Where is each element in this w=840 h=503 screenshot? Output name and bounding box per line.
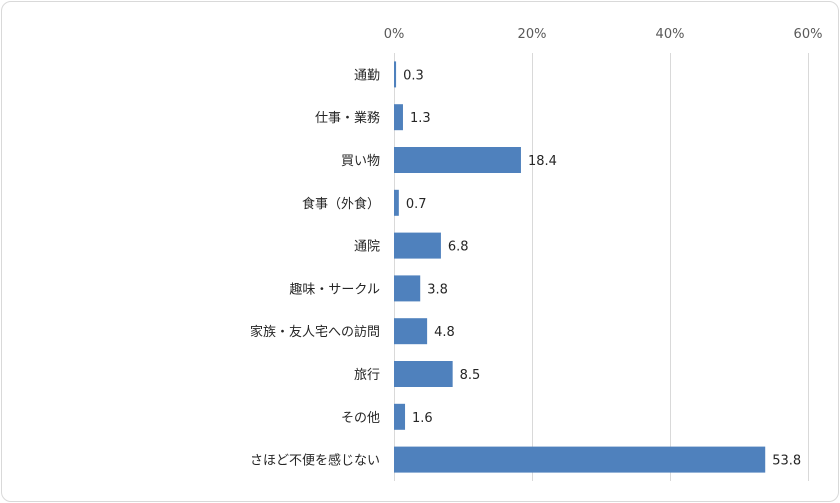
x-tick-label: 60% — [794, 27, 823, 42]
data-label: 1.3 — [410, 111, 431, 126]
category-label: 家族・友人宅への訪問 — [250, 324, 380, 340]
category-label: 通院 — [354, 240, 380, 255]
bars — [394, 61, 766, 473]
category-label: その他 — [341, 411, 380, 426]
category-label: 趣味・サークル — [289, 282, 380, 297]
bar — [394, 403, 406, 430]
bar — [394, 104, 403, 131]
data-label: 3.8 — [427, 282, 448, 297]
data-label: 8.5 — [460, 368, 481, 383]
data-label: 4.8 — [434, 325, 455, 340]
category-label: 旅行 — [354, 368, 380, 383]
category-label: 仕事・業務 — [315, 110, 380, 126]
gridlines — [394, 53, 809, 481]
data-label: 6.8 — [448, 240, 469, 255]
data-label: 1.6 — [412, 411, 433, 426]
category-label: さほど不便を感じない — [250, 453, 380, 469]
data-label: 0.3 — [403, 68, 424, 83]
x-axis-tick-labels: 0% 20% 40% 60% — [384, 27, 823, 42]
x-tick-label: 40% — [656, 27, 685, 42]
bar — [394, 361, 453, 387]
bar — [394, 275, 421, 302]
data-label: 0.7 — [406, 197, 427, 212]
data-labels: 0.3 1.3 18.4 0.7 6.8 3.8 4.8 8.5 1.6 53.8 — [403, 68, 801, 468]
category-label: 通勤 — [354, 68, 380, 83]
bar — [394, 61, 397, 88]
x-tick-label: 0% — [384, 27, 405, 42]
category-label: 買い物 — [341, 154, 380, 169]
data-label: 18.4 — [528, 154, 557, 169]
bar — [394, 147, 521, 173]
x-tick-label: 20% — [518, 27, 547, 42]
data-label: 53.8 — [772, 454, 801, 469]
bar — [394, 446, 766, 473]
category-label: 食事（外食） — [302, 196, 380, 212]
bar — [394, 189, 399, 216]
bar — [394, 318, 428, 345]
bar — [394, 232, 441, 259]
